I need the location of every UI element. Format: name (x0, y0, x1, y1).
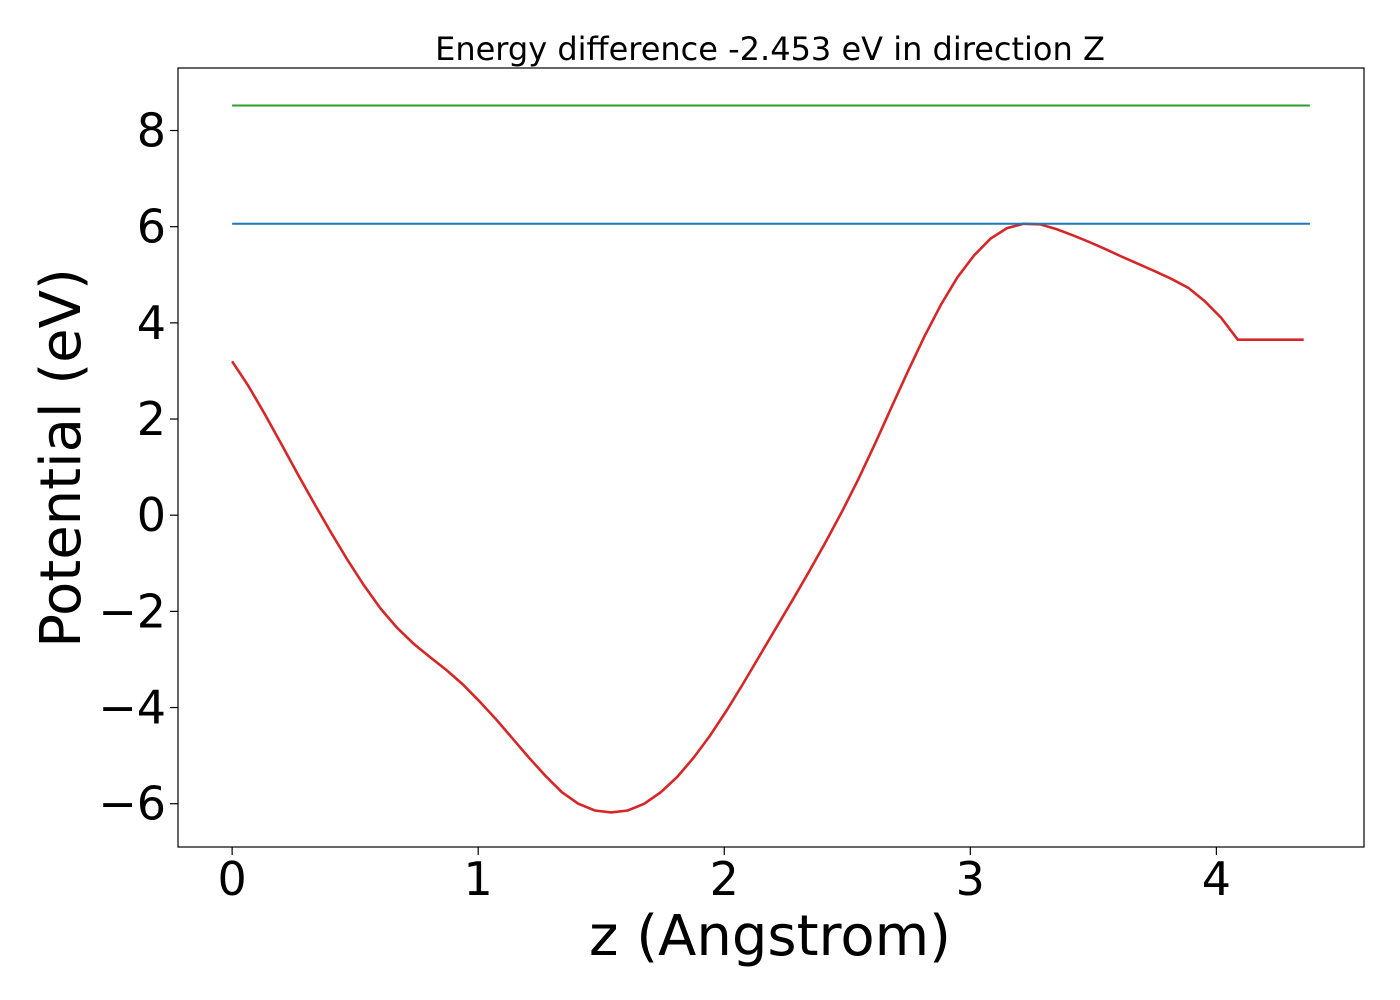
x-tick-label: 3 (956, 852, 985, 906)
x-tick-label: 4 (1202, 852, 1231, 906)
series-group (231, 104, 1310, 814)
x-axis-ticks: 0 1 2 3 4 (217, 847, 1231, 906)
y-tick-label: 6 (137, 200, 166, 254)
x-tick-label: 2 (710, 852, 739, 906)
chart-title: Energy difference -2.453 eV in direction… (435, 30, 1105, 68)
y-tick-label: 0 (137, 488, 166, 542)
y-tick-label: −4 (98, 681, 166, 735)
plot-frame (177, 67, 1365, 848)
x-tick-label: 0 (217, 852, 246, 906)
y-tick-label: −2 (98, 584, 166, 638)
y-tick-label: 2 (137, 392, 166, 446)
y-tick-label: −6 (98, 777, 166, 831)
series-line-0 (231, 222, 1304, 814)
y-axis-label: Potential (eV) (29, 268, 94, 648)
y-tick-label: 4 (137, 296, 166, 350)
y-axis-ticks: −6 −4 −2 0 2 4 6 8 (98, 104, 178, 831)
plot-area (177, 67, 1365, 848)
x-axis-label: z (Angstrom) (589, 904, 951, 969)
x-tick-label: 1 (464, 852, 493, 906)
y-tick-label: 8 (137, 104, 166, 158)
